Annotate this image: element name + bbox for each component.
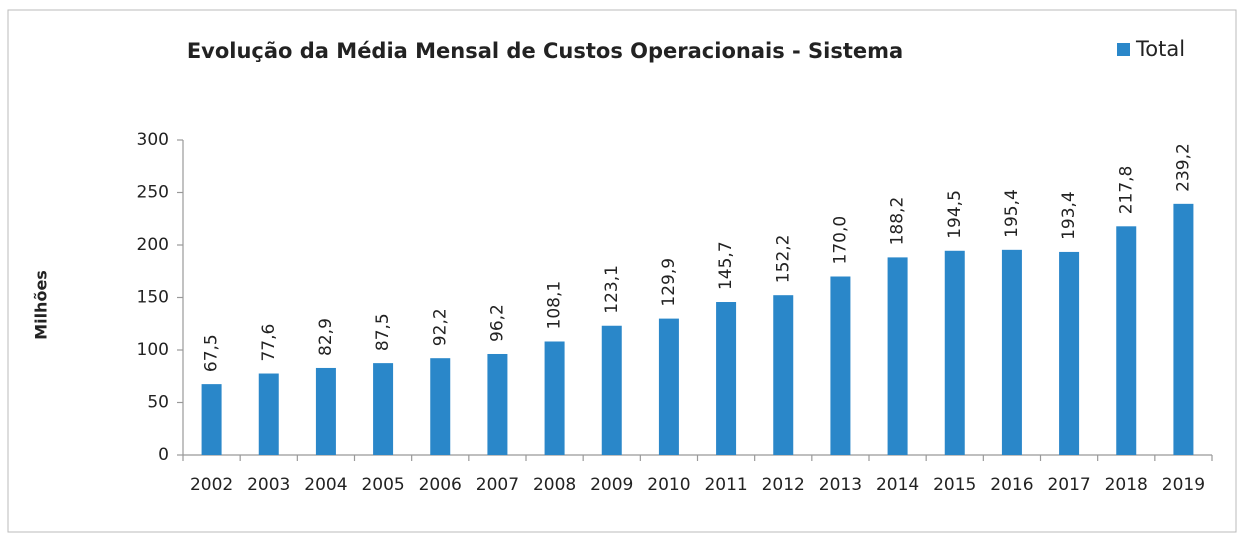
bar	[716, 302, 737, 455]
bar	[487, 353, 508, 455]
bar	[1059, 251, 1080, 455]
x-tick-label: 2011	[704, 475, 747, 495]
bar	[373, 363, 394, 455]
data-label: 96,2	[487, 304, 507, 342]
data-label: 87,5	[373, 313, 393, 351]
bar	[1173, 203, 1194, 455]
y-tick-label: 50	[147, 393, 169, 413]
bar	[658, 318, 679, 455]
data-label: 123,1	[602, 265, 622, 314]
data-label: 129,9	[659, 258, 679, 307]
bar	[601, 325, 622, 455]
x-tick-label: 2018	[1105, 475, 1148, 495]
data-label: 108,1	[545, 281, 565, 330]
bar	[887, 257, 908, 455]
x-tick-label: 2015	[933, 475, 976, 495]
y-tick-label: 100	[137, 340, 169, 360]
x-tick-label: 2006	[419, 475, 462, 495]
chart-frame	[7, 9, 1237, 533]
x-tick-label: 2013	[819, 475, 862, 495]
x-tick-label: 2003	[247, 475, 290, 495]
bar	[430, 358, 451, 455]
data-label: 195,4	[1002, 189, 1022, 238]
x-tick-label: 2010	[647, 475, 690, 495]
x-tick-label: 2014	[876, 475, 919, 495]
legend-label: Total	[1135, 37, 1185, 61]
bar	[1001, 249, 1022, 455]
data-label: 193,4	[1059, 191, 1079, 240]
x-tick-label: 2008	[533, 475, 576, 495]
x-tick-label: 2005	[361, 475, 404, 495]
x-tick-label: 2017	[1047, 475, 1090, 495]
y-tick-label: 200	[137, 235, 169, 255]
chart-title: Evolução da Média Mensal de Custos Opera…	[187, 39, 903, 63]
bar	[944, 250, 965, 455]
bar	[315, 367, 336, 455]
data-label: 152,2	[773, 235, 793, 284]
bar	[1116, 226, 1137, 455]
y-tick-label: 300	[137, 130, 169, 150]
data-label: 188,2	[888, 197, 908, 246]
bar	[258, 373, 279, 455]
y-tick-label: 150	[137, 288, 169, 308]
data-label: 170,0	[830, 216, 850, 265]
legend-swatch	[1117, 43, 1130, 56]
data-label: 92,2	[430, 308, 450, 346]
data-label: 82,9	[316, 318, 336, 356]
data-label: 67,5	[202, 334, 222, 372]
x-tick-label: 2004	[304, 475, 347, 495]
x-tick-label: 2012	[762, 475, 805, 495]
data-label: 77,6	[259, 324, 279, 362]
y-tick-label: 250	[137, 183, 169, 203]
y-tick-label: 0	[158, 445, 169, 465]
data-label: 239,2	[1173, 143, 1193, 192]
data-label: 145,7	[716, 241, 736, 290]
x-tick-label: 2007	[476, 475, 519, 495]
x-tick-label: 2002	[190, 475, 233, 495]
bar	[201, 384, 222, 455]
bar	[830, 276, 851, 455]
data-label: 217,8	[1116, 166, 1136, 215]
data-label: 194,5	[945, 190, 965, 239]
y-axis-label: Milhões	[32, 270, 51, 340]
bar	[544, 341, 565, 455]
x-tick-label: 2019	[1162, 475, 1205, 495]
x-tick-label: 2009	[590, 475, 633, 495]
x-tick-label: 2016	[990, 475, 1033, 495]
bar	[773, 295, 794, 455]
